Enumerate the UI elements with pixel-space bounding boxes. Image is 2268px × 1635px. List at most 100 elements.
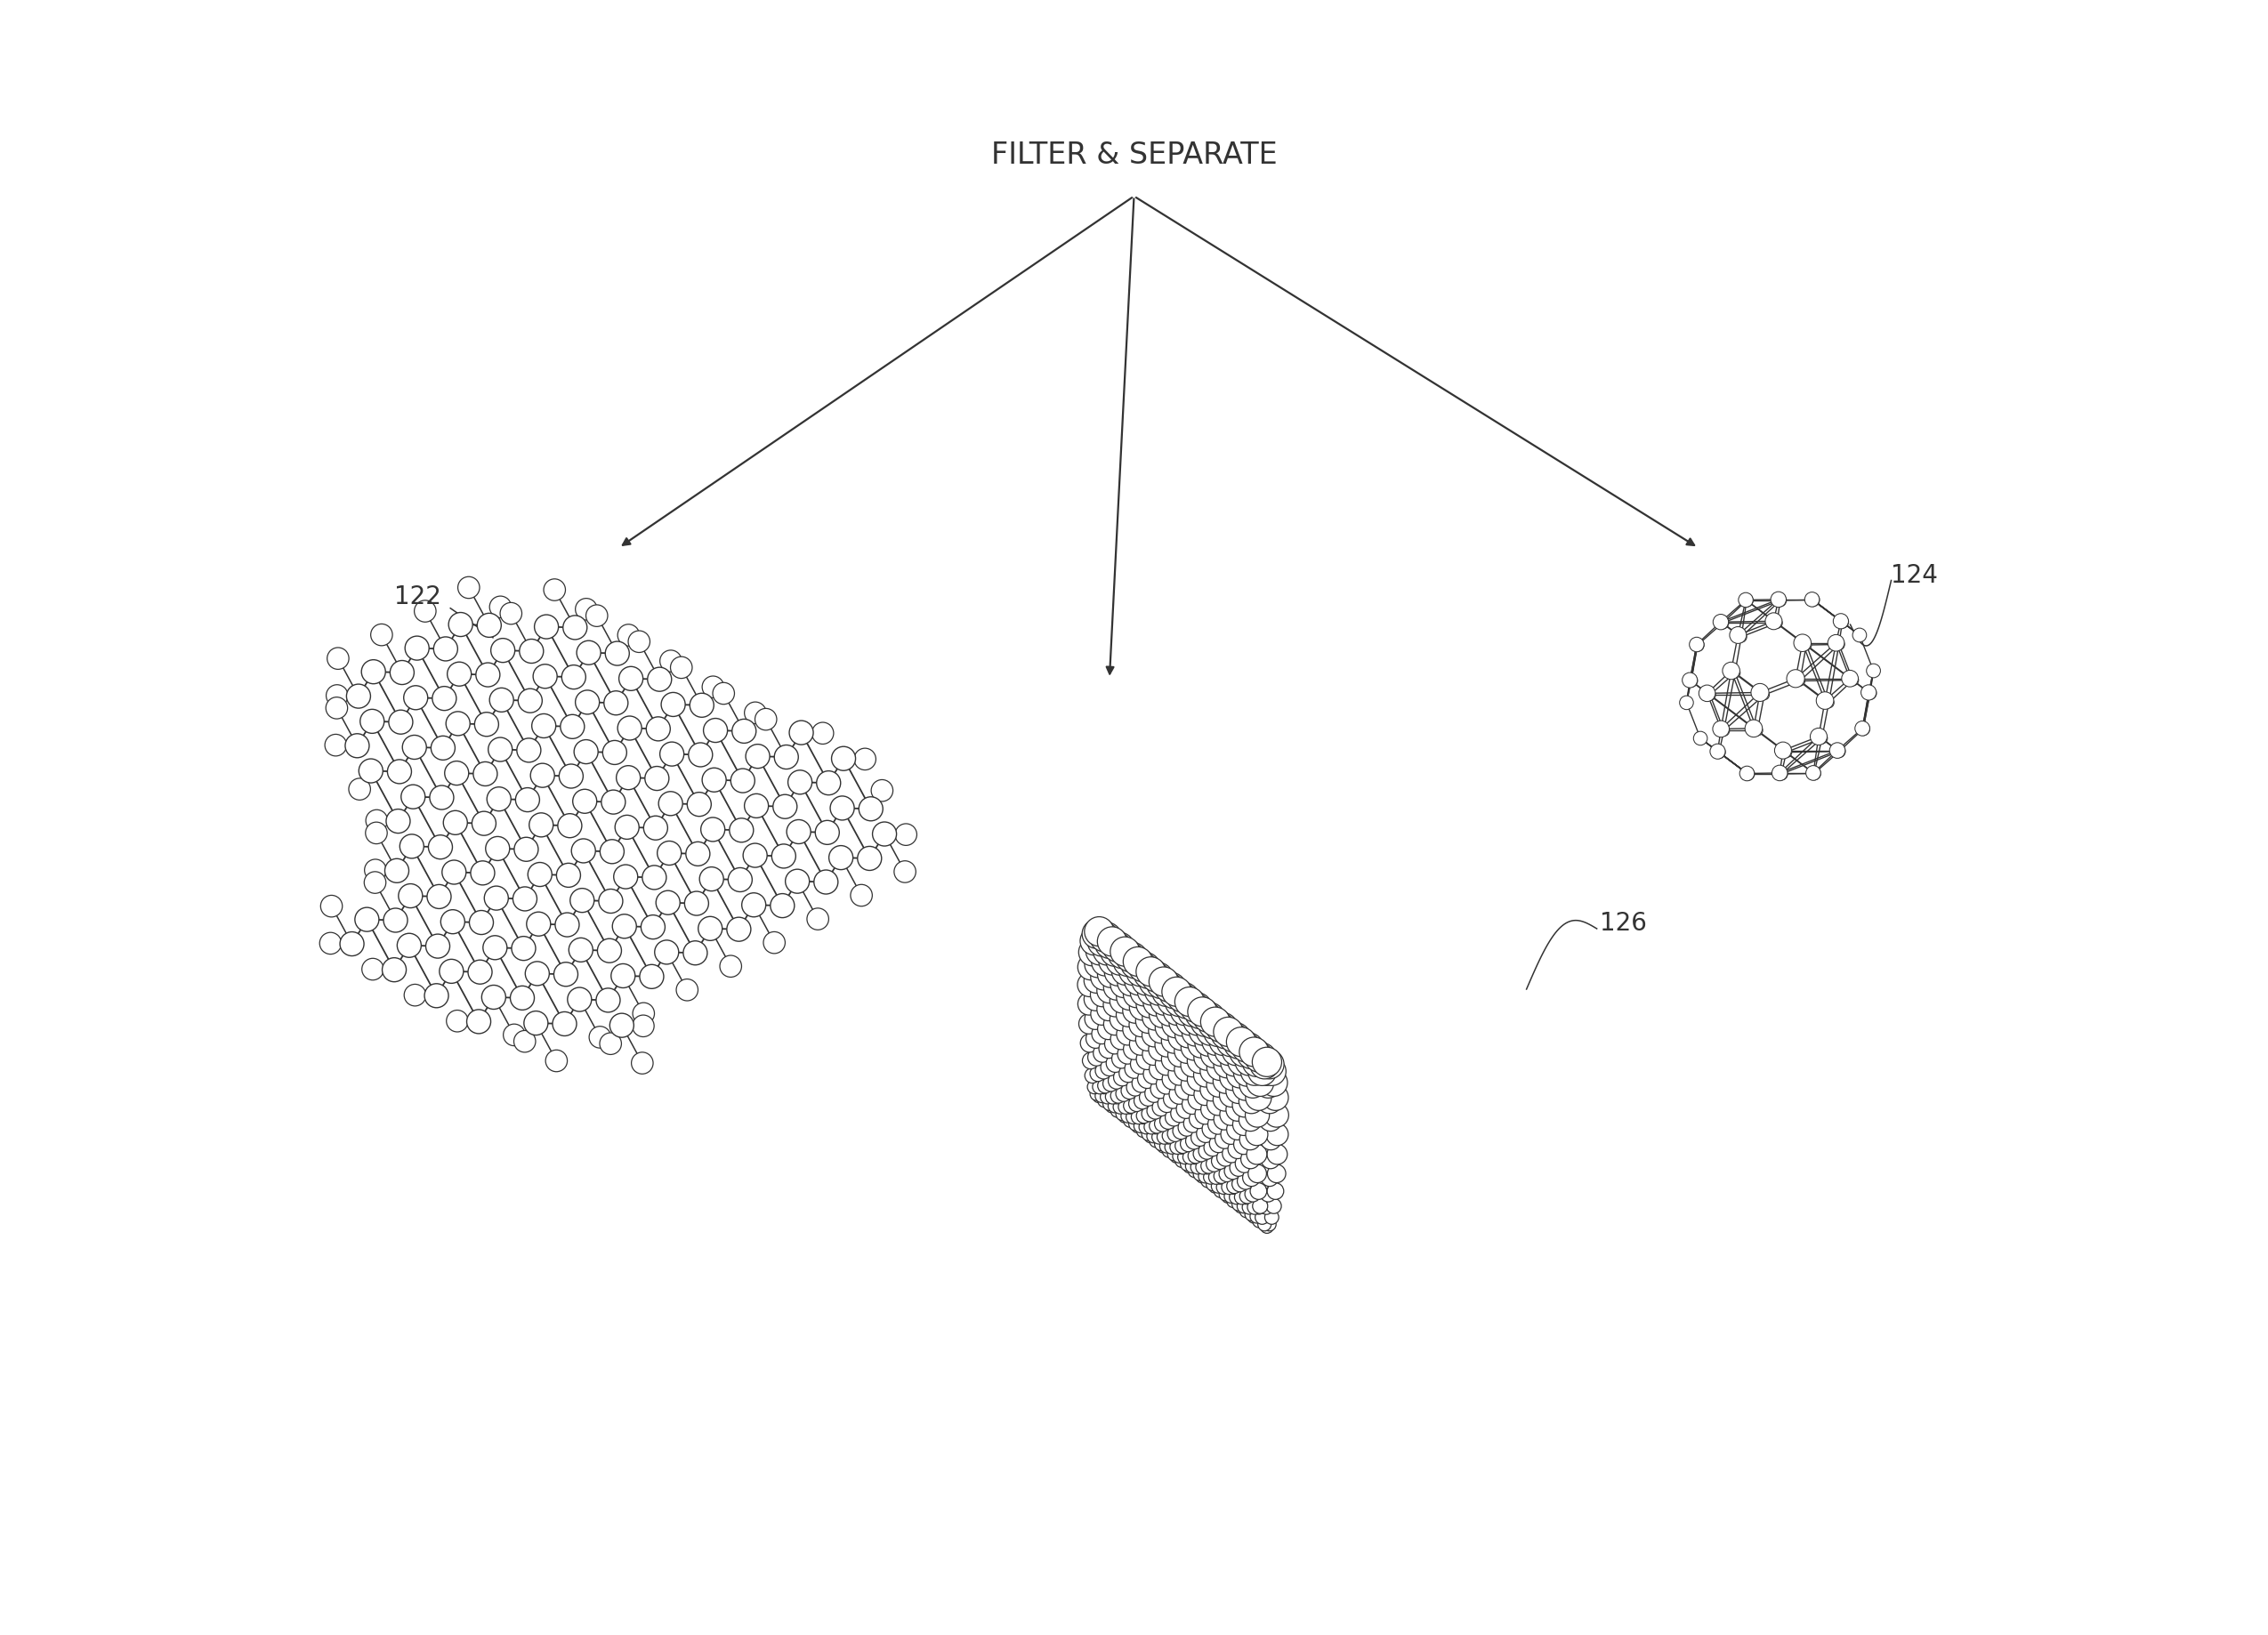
Circle shape xyxy=(1120,950,1150,979)
Circle shape xyxy=(1817,732,1828,744)
Circle shape xyxy=(1771,592,1787,607)
Circle shape xyxy=(1234,1200,1247,1213)
Circle shape xyxy=(1141,1128,1154,1141)
Circle shape xyxy=(1238,1048,1268,1076)
Circle shape xyxy=(1111,947,1139,974)
Circle shape xyxy=(1139,1064,1157,1082)
Circle shape xyxy=(1141,1105,1157,1122)
Circle shape xyxy=(1222,1190,1234,1203)
Circle shape xyxy=(1250,1208,1263,1221)
Circle shape xyxy=(1168,1038,1191,1061)
Circle shape xyxy=(1184,1007,1211,1035)
Circle shape xyxy=(1254,1050,1284,1079)
Circle shape xyxy=(685,842,710,867)
Circle shape xyxy=(1252,1198,1268,1213)
Circle shape xyxy=(1154,1033,1179,1056)
Circle shape xyxy=(850,885,873,906)
Circle shape xyxy=(1195,1079,1218,1100)
Circle shape xyxy=(1120,974,1145,1001)
Circle shape xyxy=(1241,1149,1261,1169)
Circle shape xyxy=(1209,1169,1222,1184)
Circle shape xyxy=(816,772,841,795)
Circle shape xyxy=(406,636,429,661)
Circle shape xyxy=(1195,1104,1216,1125)
Circle shape xyxy=(1730,667,1740,679)
Circle shape xyxy=(1118,1076,1134,1092)
Circle shape xyxy=(1681,697,1694,710)
Circle shape xyxy=(1256,1089,1281,1113)
Circle shape xyxy=(1161,988,1191,1015)
Circle shape xyxy=(1179,1136,1195,1151)
Circle shape xyxy=(1102,992,1127,1017)
Circle shape xyxy=(1254,1210,1270,1225)
Circle shape xyxy=(660,651,683,672)
Circle shape xyxy=(1118,1019,1139,1040)
Circle shape xyxy=(1202,1113,1220,1133)
Circle shape xyxy=(1145,1059,1163,1079)
Circle shape xyxy=(689,742,712,767)
Circle shape xyxy=(1227,1079,1252,1104)
Circle shape xyxy=(1213,1027,1241,1055)
Circle shape xyxy=(1089,927,1116,956)
Circle shape xyxy=(1154,1009,1179,1033)
Circle shape xyxy=(1095,1063,1111,1079)
Circle shape xyxy=(1116,1024,1139,1045)
Circle shape xyxy=(1154,1053,1177,1076)
Circle shape xyxy=(572,839,596,863)
Circle shape xyxy=(1266,1104,1288,1127)
Circle shape xyxy=(1100,1058,1118,1076)
Circle shape xyxy=(515,1030,535,1053)
Circle shape xyxy=(828,845,853,870)
Circle shape xyxy=(1095,955,1120,979)
Circle shape xyxy=(1084,1068,1100,1082)
Text: 126: 126 xyxy=(1601,911,1647,937)
Circle shape xyxy=(1157,1130,1173,1144)
Circle shape xyxy=(1177,1149,1191,1164)
Circle shape xyxy=(1227,1094,1250,1115)
Circle shape xyxy=(553,1012,576,1037)
Circle shape xyxy=(764,932,785,953)
Circle shape xyxy=(1173,1014,1198,1040)
Circle shape xyxy=(1125,971,1152,997)
Circle shape xyxy=(1188,1148,1202,1164)
Circle shape xyxy=(1132,1028,1152,1050)
Circle shape xyxy=(1105,932,1134,961)
Circle shape xyxy=(1100,937,1129,966)
Circle shape xyxy=(873,822,896,845)
Circle shape xyxy=(1740,767,1755,782)
Circle shape xyxy=(1100,929,1129,958)
Circle shape xyxy=(1175,988,1204,1017)
Circle shape xyxy=(1247,1043,1277,1073)
Text: FILTER & SEPARATE: FILTER & SEPARATE xyxy=(991,141,1277,170)
Circle shape xyxy=(1132,1120,1145,1133)
Circle shape xyxy=(1794,634,1812,652)
Circle shape xyxy=(1109,1099,1123,1113)
Circle shape xyxy=(1225,1030,1254,1059)
Circle shape xyxy=(345,734,370,757)
Circle shape xyxy=(1109,1091,1125,1104)
Circle shape xyxy=(612,914,637,938)
Circle shape xyxy=(327,647,349,669)
Circle shape xyxy=(1774,595,1787,607)
Circle shape xyxy=(1168,1127,1184,1141)
Circle shape xyxy=(1730,626,1746,644)
Circle shape xyxy=(1209,1128,1227,1146)
Circle shape xyxy=(1100,1014,1120,1033)
Circle shape xyxy=(1236,1130,1254,1149)
Circle shape xyxy=(1136,1099,1152,1113)
Circle shape xyxy=(1098,1077,1114,1094)
Circle shape xyxy=(1232,1037,1261,1066)
Circle shape xyxy=(1168,1025,1193,1050)
Circle shape xyxy=(1833,746,1846,757)
Circle shape xyxy=(397,934,422,958)
Circle shape xyxy=(1207,1094,1229,1115)
Circle shape xyxy=(658,791,683,816)
Circle shape xyxy=(1229,1030,1259,1059)
Circle shape xyxy=(1241,1104,1263,1125)
Circle shape xyxy=(1232,1197,1245,1212)
Circle shape xyxy=(1148,1012,1173,1037)
Circle shape xyxy=(1188,1063,1211,1086)
Circle shape xyxy=(1200,1077,1222,1100)
Circle shape xyxy=(1250,1182,1268,1200)
Circle shape xyxy=(1184,1089,1202,1109)
